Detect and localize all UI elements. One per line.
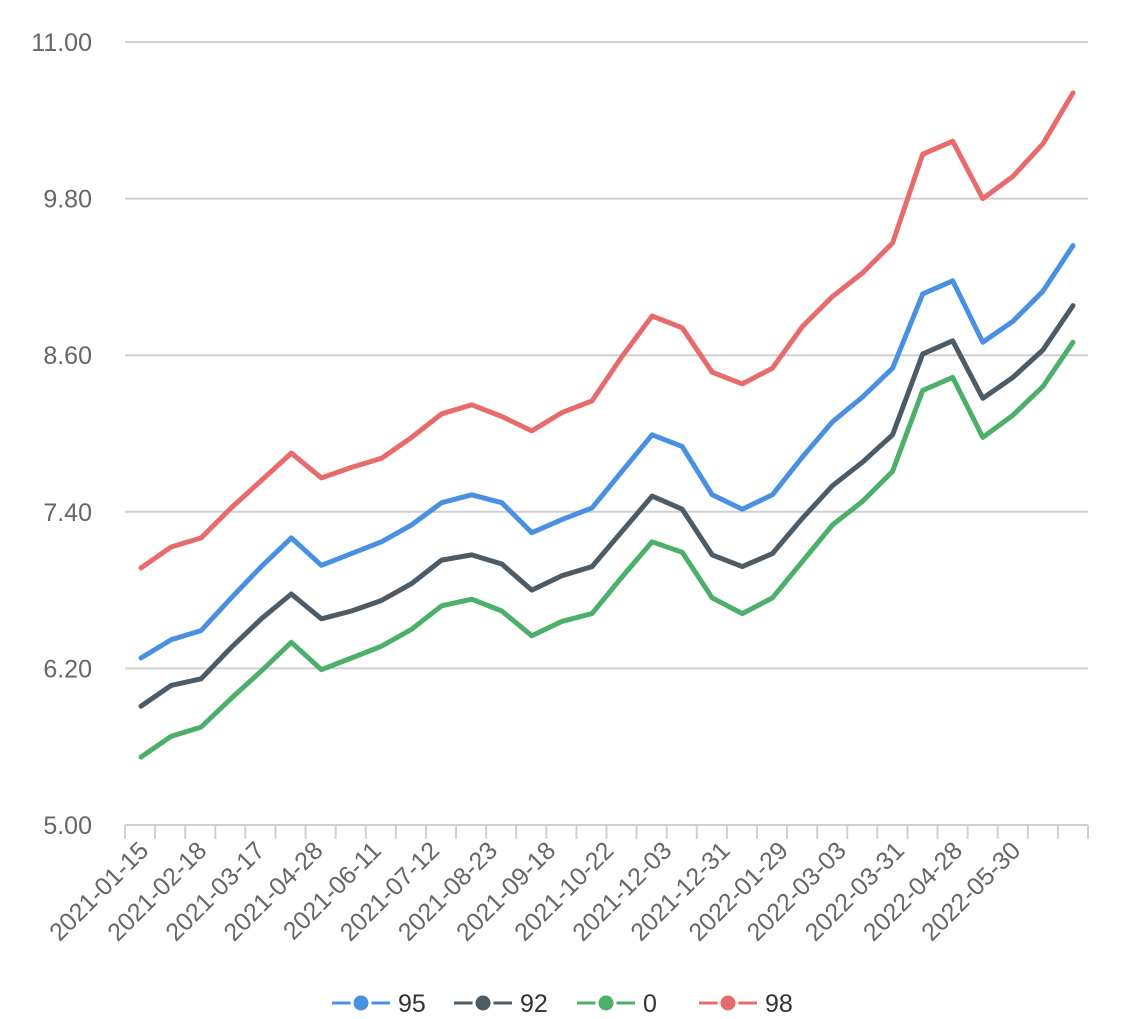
y-tick-label: 9.80 — [43, 186, 92, 214]
series-lines — [138, 90, 1076, 760]
y-tick-label: 6.20 — [43, 655, 92, 683]
series-line-92 — [138, 303, 1076, 709]
legend-label: 98 — [765, 990, 793, 1018]
legend-item-95[interactable]: 95 — [332, 990, 426, 1018]
series-line-98 — [138, 90, 1076, 571]
legend-swatch-dot — [472, 992, 494, 1014]
y-tick-label: 8.60 — [43, 342, 92, 370]
legend-swatch-dot — [717, 992, 739, 1014]
legend-swatch-dot — [595, 992, 617, 1014]
legend-label: 0 — [643, 990, 657, 1018]
y-tick-label: 7.40 — [43, 499, 92, 527]
legend-label: 95 — [398, 990, 426, 1018]
y-tick-label: 5.00 — [43, 812, 92, 840]
legend-swatch-dot — [350, 992, 372, 1014]
grid-lines — [125, 41, 1088, 826]
legend-label: 92 — [520, 990, 548, 1018]
legend-item-92[interactable]: 92 — [454, 990, 548, 1018]
legend-item-0[interactable]: 0 — [577, 990, 657, 1018]
y-tick-label: 11.00 — [31, 29, 92, 57]
y-axis-tick-labels: 5.00 6.20 7.40 8.60 9.80 11.00 — [31, 29, 92, 840]
x-axis — [124, 824, 1089, 839]
series-line-95 — [138, 243, 1076, 661]
legend[interactable]: 95 92 0 98 — [332, 990, 793, 1018]
series-line-0 — [138, 339, 1076, 760]
x-axis-tick-labels: 2021-01-152021-02-182021-03-172021-04-28… — [44, 836, 1026, 946]
legend-item-98[interactable]: 98 — [699, 990, 793, 1018]
